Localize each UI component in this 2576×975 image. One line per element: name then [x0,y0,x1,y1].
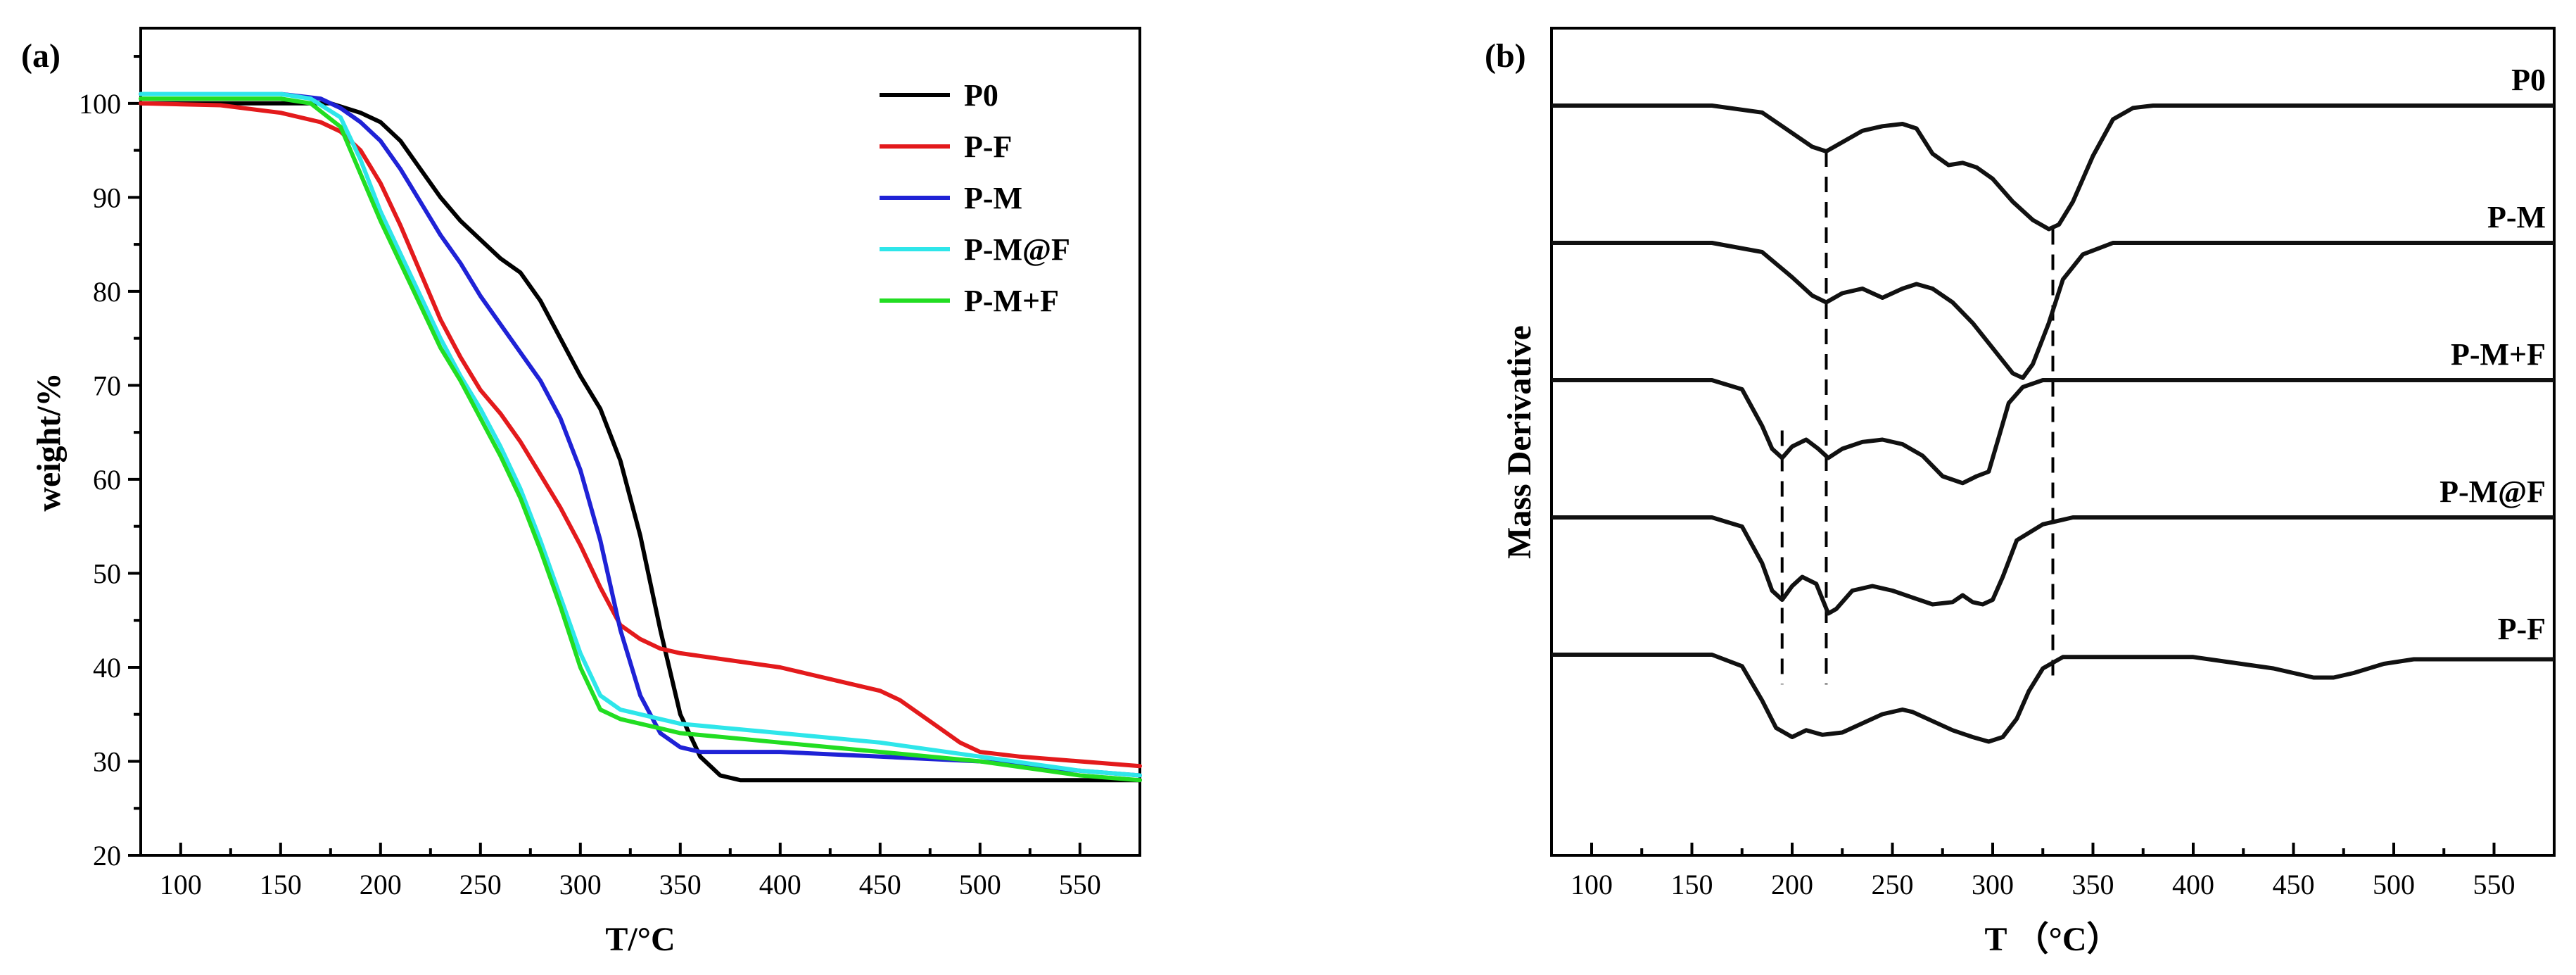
panel-b-x-tick-label: 400 [2172,869,2214,900]
dtg-curve-p-m-f [1552,378,2554,486]
curve-label-p0: P0 [2511,63,2546,97]
panel-b-x-tick-label: 250 [1872,869,1914,900]
panel-b-reference-lines [1780,151,2055,685]
panel-b-label: (b) [1485,37,1526,75]
dtg-curve-p-m [1552,241,2554,380]
panel-a-ticks: 100 150 200 250 300 350 400 450 500 550 20 30 40 50 60… [79,55,1101,900]
panel-a-y-tick-label: 20 [93,840,121,872]
series-line-p-m [139,92,1142,778]
panel-b-x-axis-title: T （°C） [1984,921,2120,958]
series-line-p0 [139,101,1142,783]
panel-a-x-tick-label: 250 [459,869,502,900]
curve-label-p-m-f: P-M+F [2451,337,2546,372]
panel-a-legend: P0 P-F P-M P-M@F P-M+F [880,78,1070,318]
panel-b-x-tick-label: 100 [1571,869,1613,900]
panel-a-y-tick-label: 40 [93,652,121,684]
panel-a-x-tick-label: 550 [1059,869,1101,900]
panel-a-tga-chart: (a) 100 150 200 250 300 350 400 450 500 550 20 30 40… [21,27,1142,958]
dtg-curve-p-f [1552,653,2554,744]
panel-a-series [139,92,1142,783]
panel-a-x-tick-label: 300 [559,869,602,900]
panel-a-plot-frame [139,27,1141,857]
series-line-p-f [139,101,1142,769]
panel-a-x-tick-label: 450 [859,869,901,900]
panel-b-y-axis-title: Mass Derivative [1501,325,1538,559]
curve-label-p-m: P-M [2487,200,2546,234]
panel-a-x-tick-label: 500 [959,869,1001,900]
panel-a-x-tick-label: 350 [659,869,702,900]
legend-label-p-m-f: P-M+F [964,284,1059,318]
panel-a-y-tick-label: 70 [93,370,121,401]
panel-a-y-tick-label: 60 [93,464,121,496]
legend-label-p-m-f: P-M@F [964,232,1070,267]
legend-label-p0: P0 [964,78,998,113]
curve-label-p-m-f: P-M@F [2439,474,2546,509]
panel-b-x-tick-label: 150 [1671,869,1713,900]
panel-a-x-axis-title: T/°C [605,921,675,958]
panel-b-series: P0 P-M P-M+F P-M@F P-F [1552,63,2554,744]
panel-b-x-tick-label: 350 [2072,869,2114,900]
panel-b-x-tick-label: 300 [1972,869,2014,900]
curve-label-p-f: P-F [2498,612,2546,646]
legend-label-p-f: P-F [964,130,1012,164]
panel-b-ticks: 100 150 200 250 300 350 400 450 500 550 [1571,843,2515,900]
panel-a-y-tick-label: 80 [93,276,121,308]
panel-a-y-tick-label: 50 [93,558,121,589]
panel-b-x-tick-label: 450 [2273,869,2315,900]
panel-b-plot-frame [1550,27,2556,857]
panel-a-y-tick-label: 90 [93,182,121,213]
series-line-p-m-f [139,92,1142,778]
panel-a-label: (a) [21,37,61,75]
panel-b-x-tick-label: 550 [2473,869,2515,900]
panel-a-x-tick-label: 400 [759,869,801,900]
panel-a-y-axis-title: weight/% [30,372,68,511]
dtg-curve-p-m-f [1552,515,2554,616]
panel-a-x-tick-label: 150 [260,869,302,900]
panel-b-x-tick-label: 500 [2373,869,2415,900]
dtg-curve-p0 [1552,103,2554,232]
legend-label-p-m: P-M [964,181,1022,215]
panel-b-x-tick-label: 200 [1771,869,1813,900]
panel-a-x-tick-label: 200 [360,869,402,900]
panel-a-x-tick-label: 100 [160,869,202,900]
series-line-p-m-f [139,96,1142,783]
panel-a-y-tick-label: 100 [79,88,121,120]
panel-a-y-tick-label: 30 [93,746,121,777]
panel-b-dtg-chart: (b) 100 150 200 250 300 350 400 450 500 550 P0 P-M… [1485,27,2556,958]
